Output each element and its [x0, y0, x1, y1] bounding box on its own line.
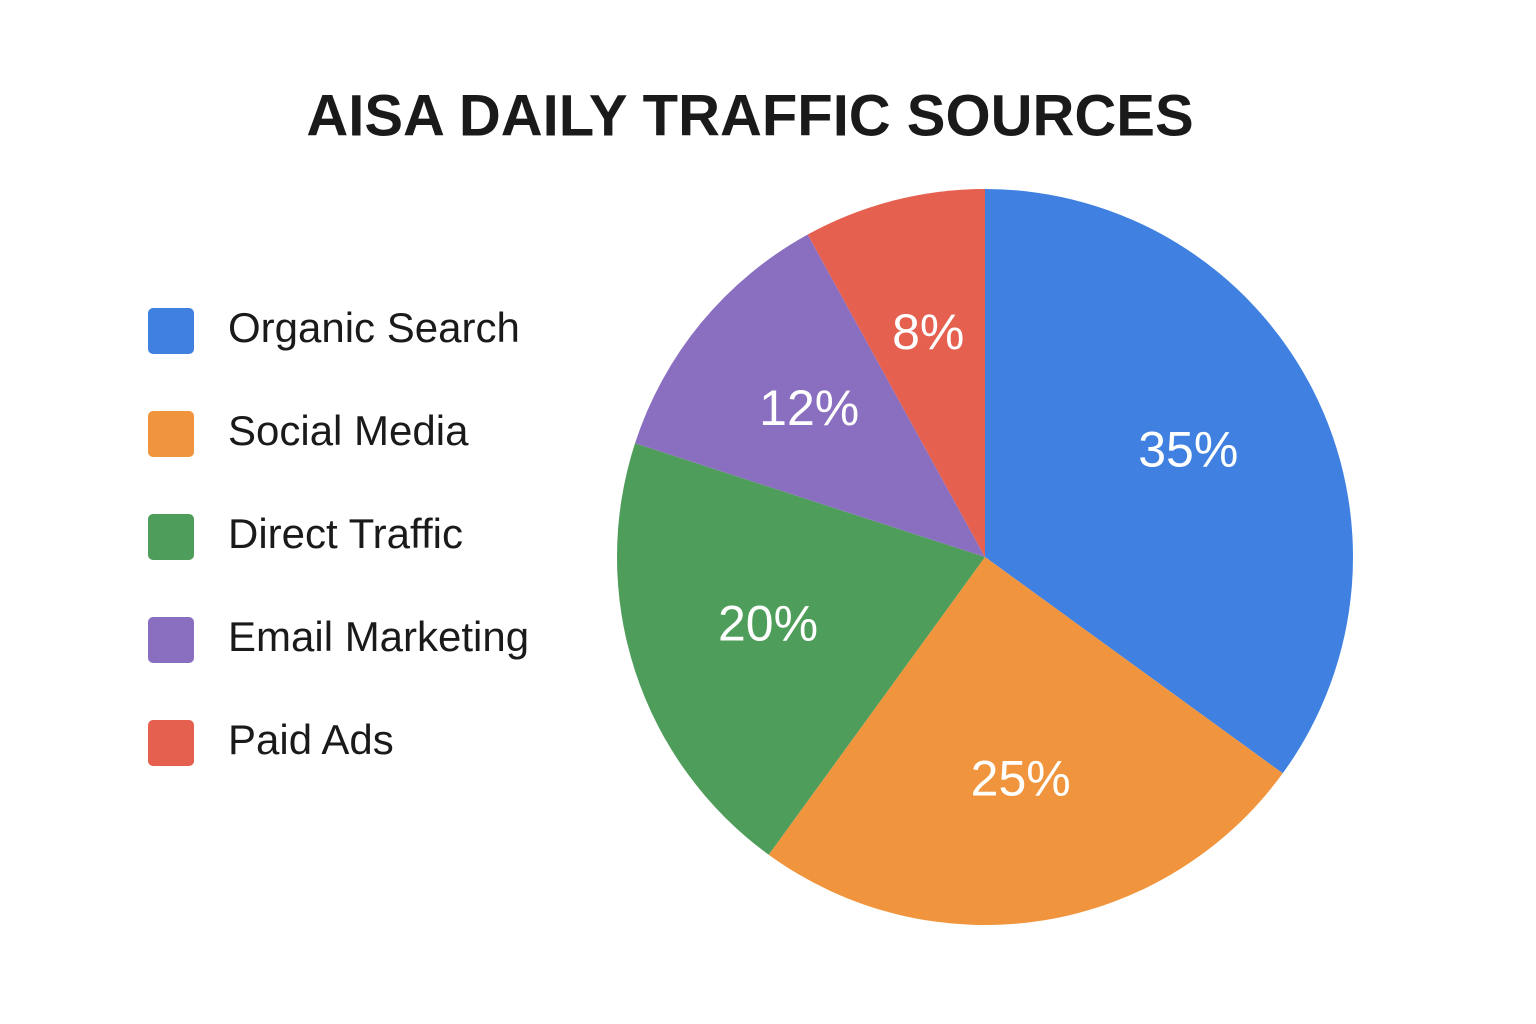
legend-swatch: [148, 720, 194, 766]
chart-title: AISA DAILY TRAFFIC SOURCES: [306, 83, 1193, 148]
pie-slice: [617, 443, 985, 855]
value-label: 8%: [892, 304, 964, 360]
value-label: 35%: [1138, 422, 1238, 478]
value-label: 12%: [759, 380, 859, 436]
pie-slice: [985, 189, 1353, 774]
legend-swatch: [148, 411, 194, 457]
legend-label: Paid Ads: [228, 716, 394, 763]
legend-label: Organic Search: [228, 304, 520, 351]
legend-label: Direct Traffic: [228, 510, 463, 557]
legend-swatch: [148, 617, 194, 663]
legend-swatch: [148, 308, 194, 354]
legend-swatch: [148, 514, 194, 560]
value-label: 25%: [971, 751, 1071, 807]
pie-slice: [807, 189, 985, 557]
pie-slice: [768, 557, 1283, 925]
legend-label: Email Marketing: [228, 613, 529, 660]
value-label: 20%: [718, 596, 818, 652]
pie-slice: [635, 234, 985, 557]
legend-label: Social Media: [228, 407, 469, 454]
